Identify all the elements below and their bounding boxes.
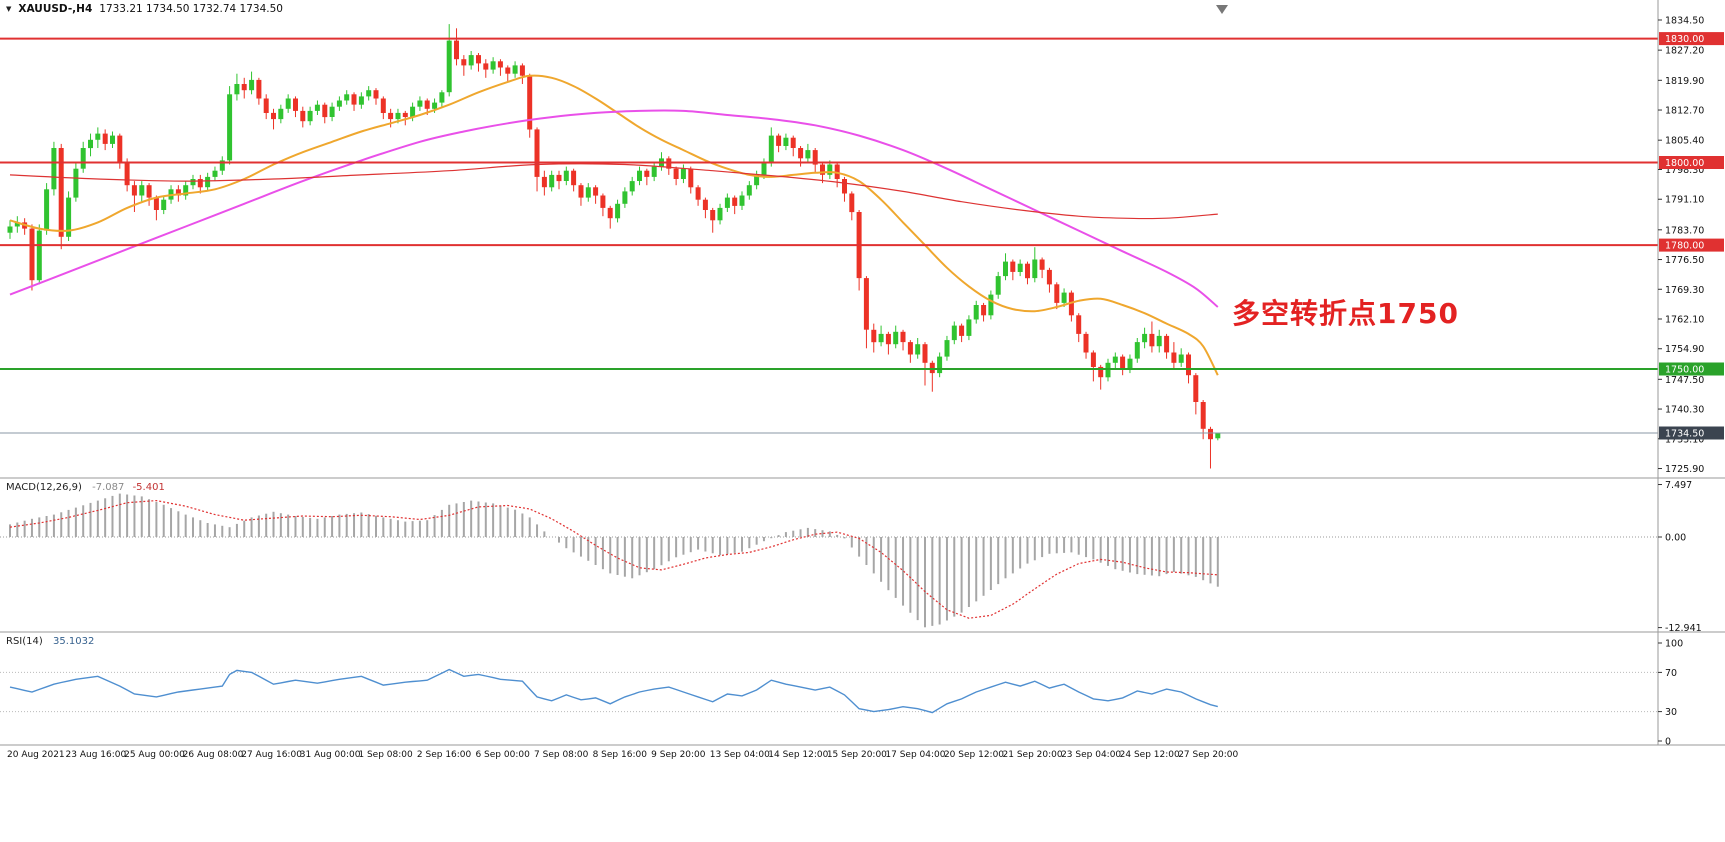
svg-text:1734.50: 1734.50: [1665, 429, 1704, 440]
svg-text:1819.90: 1819.90: [1665, 76, 1704, 87]
svg-text:27 Aug 16:00: 27 Aug 16:00: [241, 750, 302, 760]
svg-text:21 Sep 20:00: 21 Sep 20:00: [1003, 750, 1063, 760]
svg-text:7 Sep 08:00: 7 Sep 08:00: [534, 750, 589, 760]
rsi-level-lines: [0, 671, 1658, 713]
svg-text:30: 30: [1665, 707, 1677, 718]
svg-text:1740.30: 1740.30: [1665, 405, 1704, 416]
svg-text:6 Sep 00:00: 6 Sep 00:00: [475, 750, 530, 760]
svg-text:0.00: 0.00: [1665, 533, 1686, 544]
svg-text:7.497: 7.497: [1665, 480, 1692, 491]
symbol-info-bar: ▼ XAUUSD-,H4 1733.21 1734.50 1732.74 173…: [6, 3, 283, 15]
macd-main-value: -7.087: [92, 482, 125, 493]
moving-average-ma-slow-magenta: [9, 109, 1219, 308]
horizontal-lines-layer[interactable]: [0, 37, 1658, 434]
svg-text:1798.30: 1798.30: [1665, 165, 1704, 176]
panel-separators: [0, 0, 1725, 746]
svg-text:1800.00: 1800.00: [1665, 158, 1704, 169]
svg-text:1754.90: 1754.90: [1665, 344, 1704, 355]
svg-text:31 Aug 00:00: 31 Aug 00:00: [300, 750, 361, 760]
rsi-line: [9, 668, 1218, 714]
svg-text:8 Sep 16:00: 8 Sep 16:00: [593, 750, 648, 760]
svg-text:1 Sep 08:00: 1 Sep 08:00: [358, 750, 413, 760]
svg-text:23 Aug 16:00: 23 Aug 16:00: [66, 750, 127, 760]
svg-text:23 Sep 04:00: 23 Sep 04:00: [1061, 750, 1121, 760]
svg-text:70: 70: [1665, 668, 1677, 679]
svg-text:1747.50: 1747.50: [1665, 375, 1704, 386]
macd-signal-line: [9, 499, 1218, 619]
rsi-panel-label: RSI(14) 35.1032: [6, 636, 94, 647]
svg-text:1733.10: 1733.10: [1665, 434, 1704, 445]
macd-histogram: [0, 493, 1658, 628]
svg-text:20 Sep 12:00: 20 Sep 12:00: [944, 750, 1004, 760]
svg-text:1762.10: 1762.10: [1665, 315, 1704, 326]
svg-text:27 Sep 20:00: 27 Sep 20:00: [1178, 750, 1238, 760]
svg-text:1805.40: 1805.40: [1665, 136, 1704, 147]
svg-text:24 Sep 12:00: 24 Sep 12:00: [1120, 750, 1180, 760]
rsi-indicator-label: RSI(14): [6, 636, 43, 647]
svg-text:9 Sep 20:00: 9 Sep 20:00: [651, 750, 706, 760]
svg-text:1750.00: 1750.00: [1665, 364, 1704, 375]
svg-text:1830.00: 1830.00: [1665, 34, 1704, 45]
price-axis-badges: 1830.00 1800.00 1780.00 1750.00 1734.50: [1659, 32, 1724, 440]
chart-annotation: 多空转折点1750: [1232, 297, 1459, 330]
svg-text:17 Sep 04:00: 17 Sep 04:00: [885, 750, 945, 760]
svg-text:1776.50: 1776.50: [1665, 255, 1704, 266]
macd-indicator-label: MACD(12,26,9): [6, 482, 82, 493]
ohlc-readout: 1733.21 1734.50 1732.74 1734.50: [99, 3, 283, 15]
svg-text:1725.90: 1725.90: [1665, 464, 1704, 475]
rsi-axis[interactable]: 100 70 30 0: [1658, 639, 1683, 748]
svg-text:1827.20: 1827.20: [1665, 46, 1704, 57]
svg-text:1834.50: 1834.50: [1665, 16, 1704, 27]
svg-text:26 Aug 08:00: 26 Aug 08:00: [183, 750, 244, 760]
svg-text:14 Sep 12:00: 14 Sep 12:00: [768, 750, 828, 760]
chart-shift-marker-icon[interactable]: [1216, 5, 1228, 14]
macd-axis[interactable]: 7.497 0.00 -12.941: [1658, 480, 1702, 634]
svg-text:25 Aug 00:00: 25 Aug 00:00: [124, 750, 185, 760]
svg-text:1769.30: 1769.30: [1665, 285, 1704, 296]
svg-text:15 Sep 20:00: 15 Sep 20:00: [827, 750, 887, 760]
svg-text:1783.70: 1783.70: [1665, 225, 1704, 236]
rsi-value: 35.1032: [52, 636, 95, 647]
symbol-name: XAUUSD-,H4: [18, 3, 93, 15]
svg-text:1791.10: 1791.10: [1665, 195, 1704, 206]
symbol-dropdown-icon[interactable]: ▼: [6, 4, 12, 13]
svg-text:1780.00: 1780.00: [1665, 241, 1704, 252]
svg-text:20 Aug 2021: 20 Aug 2021: [7, 750, 65, 760]
macd-signal-value: -5.401: [132, 482, 165, 493]
svg-text:2 Sep 16:00: 2 Sep 16:00: [417, 750, 472, 760]
moving-average-ma-long-red: [9, 163, 1218, 220]
svg-text:1812.70: 1812.70: [1665, 106, 1704, 117]
svg-text:13 Sep 04:00: 13 Sep 04:00: [710, 750, 770, 760]
price-axis[interactable]: 1834.50 1827.20 1819.90 1812.70 1805.40 1798.…: [1658, 16, 1704, 476]
svg-text:100: 100: [1665, 639, 1683, 650]
svg-text:0: 0: [1665, 737, 1671, 748]
macd-panel-label: MACD(12,26,9) -7.087 -5.401: [6, 482, 165, 493]
moving-average-ma-fast-orange: [9, 74, 1219, 376]
svg-text:-12.941: -12.941: [1665, 623, 1702, 634]
